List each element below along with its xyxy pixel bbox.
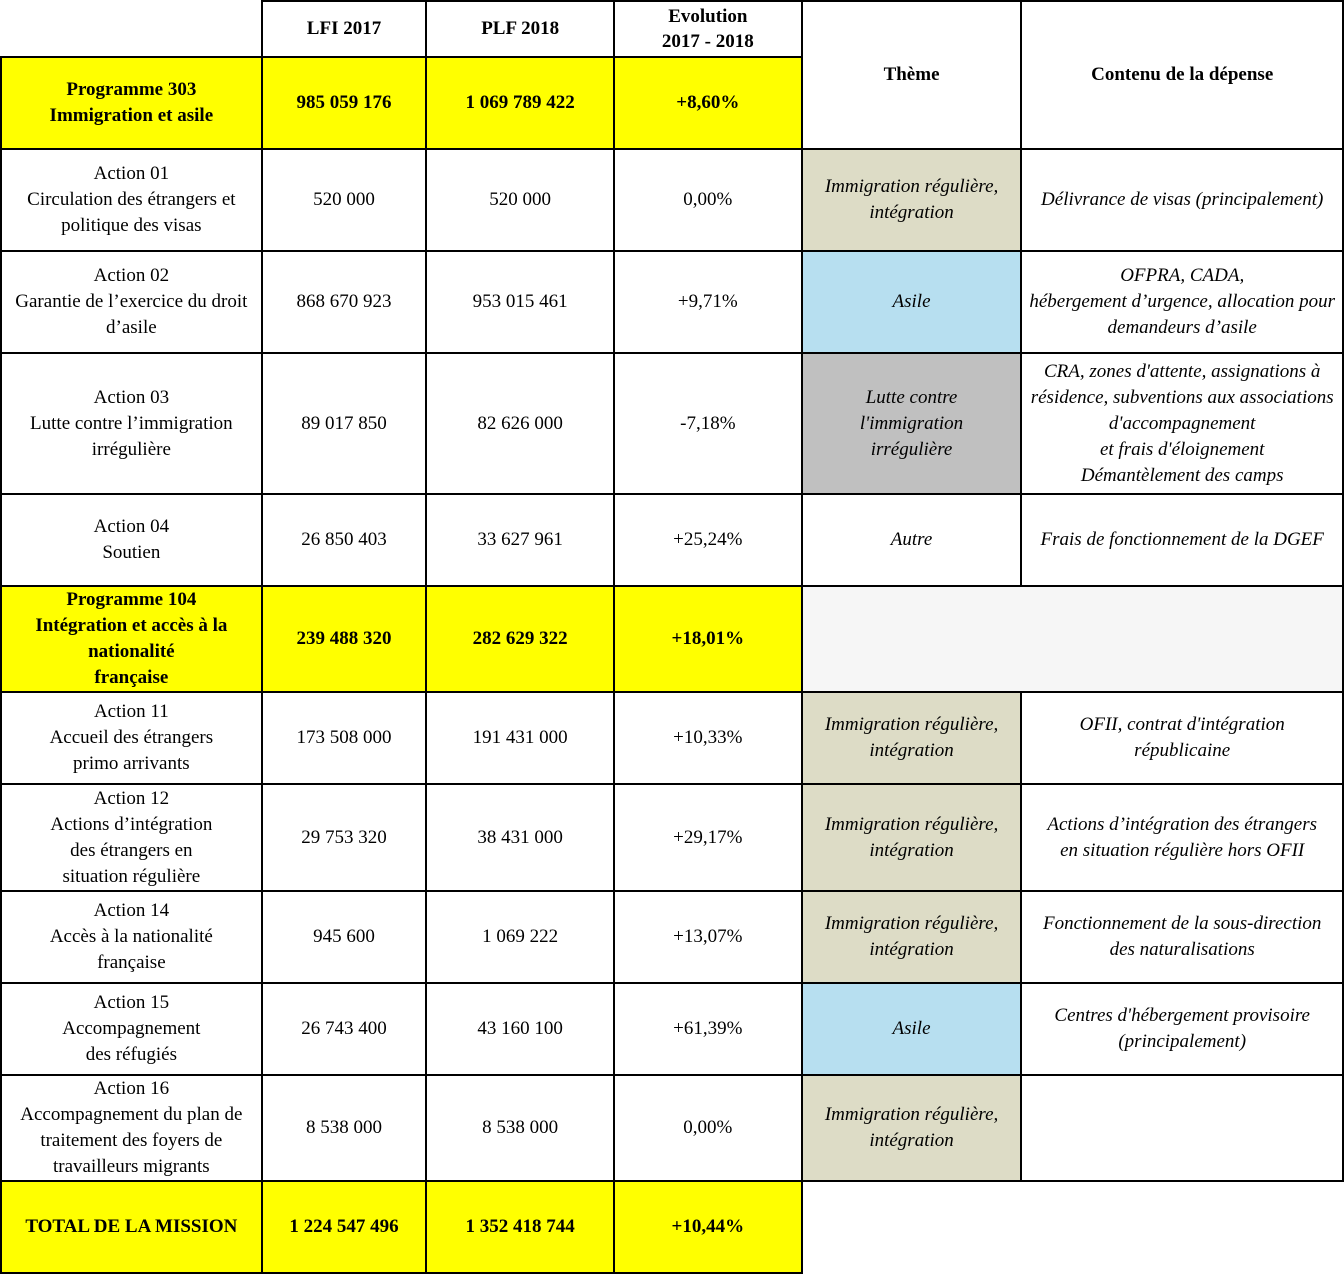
evolution-value: +18,01% — [612, 585, 803, 693]
plf-2018-value: 43 160 100 — [425, 982, 615, 1076]
evolution-value: +13,07% — [612, 890, 803, 984]
lfi-2017-value: 29 753 320 — [260, 783, 428, 892]
header-plf-2018: PLF 2018 — [425, 0, 615, 58]
action-row: Action 02 Garantie de l’exercice du droi… — [0, 250, 1344, 354]
total-row: TOTAL DE LA MISSION 1 224 547 496 1 352 41… — [0, 1180, 1343, 1274]
row-label: Action 04 Soutien — [0, 493, 263, 587]
theme-cell: Lutte contre l'immigration irrégulière — [800, 352, 1023, 495]
contenu-cell: OFII, contrat d'intégration républicaine — [1020, 691, 1344, 785]
action-row: Action 01 Circulation des étrangers et p… — [0, 148, 1344, 252]
action-row: Action 11 Accueil des étrangers primo ar… — [0, 691, 1344, 785]
theme-cell: Asile — [800, 250, 1023, 354]
contenu-cell: CRA, zones d'attente, assignations à rés… — [1020, 352, 1344, 495]
plf-2018-value: 8 538 000 — [425, 1074, 615, 1182]
plf-2018-value: 33 627 961 — [425, 493, 615, 587]
evolution-value: -7,18% — [612, 352, 803, 495]
contenu-cell — [1020, 1074, 1344, 1182]
plf-2018-value: 520 000 — [425, 148, 615, 252]
header-evolution: Evolution 2017 - 2018 — [612, 0, 803, 58]
plf-2018-value: 82 626 000 — [425, 352, 615, 495]
header-contenu: Contenu de la dépense — [1020, 0, 1344, 150]
empty-cell — [800, 585, 1344, 693]
programme-row: Programme 104 Intégration et accès à la … — [0, 585, 1344, 693]
lfi-2017-value: 520 000 — [260, 148, 428, 252]
evolution-value: +8,60% — [612, 56, 803, 150]
lfi-2017-value: 985 059 176 — [260, 56, 428, 150]
lfi-2017-value: 26 850 403 — [260, 493, 428, 587]
lfi-2017-value: 26 743 400 — [260, 982, 428, 1076]
row-label: Action 16 Accompagnement du plan de trai… — [0, 1074, 263, 1182]
lfi-2017-value: 945 600 — [260, 890, 428, 984]
row-label: Action 02 Garantie de l’exercice du droi… — [0, 250, 263, 354]
plf-2018-value: 282 629 322 — [425, 585, 615, 693]
contenu-cell: Fonctionnement de la sous-direction des … — [1020, 890, 1344, 984]
theme-cell: Immigration régulière, intégration — [800, 691, 1023, 785]
row-label: Action 15 Accompagnement des réfugiés — [0, 982, 263, 1076]
contenu-cell: Délivrance de visas (principalement) — [1020, 148, 1344, 252]
theme-cell: Immigration régulière, intégration — [800, 890, 1023, 984]
row-label: Action 11 Accueil des étrangers primo ar… — [0, 691, 263, 785]
evolution-value: +9,71% — [612, 250, 803, 354]
lfi-2017-value: 868 670 923 — [260, 250, 428, 354]
lfi-2017-value: 89 017 850 — [260, 352, 428, 495]
theme-cell: Asile — [800, 982, 1023, 1076]
row-label: Action 12 Actions d’intégration des étra… — [0, 783, 263, 892]
action-row: Action 16 Accompagnement du plan de trai… — [0, 1074, 1344, 1182]
corner-cell — [1, 1, 263, 58]
theme-cell: Immigration régulière, intégration — [800, 148, 1023, 252]
lfi-2017-value: 173 508 000 — [260, 691, 428, 785]
lfi-2017-value: 239 488 320 — [260, 585, 428, 693]
plf-2018-value: 191 431 000 — [425, 691, 615, 785]
contenu-cell: OFPRA, CADA, hébergement d’urgence, allo… — [1020, 250, 1344, 354]
row-label: Action 14 Accès à la nationalité françai… — [0, 890, 263, 984]
lfi-2017-value: 1 224 547 496 — [260, 1180, 428, 1274]
header-theme: Thème — [800, 0, 1023, 150]
row-label: Programme 104 Intégration et accès à la … — [0, 585, 263, 693]
contenu-cell: Actions d’intégration des étrangers en s… — [1020, 783, 1344, 892]
row-label: TOTAL DE LA MISSION — [0, 1180, 263, 1274]
theme-cell: Immigration régulière, intégration — [800, 1074, 1023, 1182]
action-row: Action 14 Accès à la nationalité françai… — [0, 890, 1344, 984]
row-label: Action 03 Lutte contre l’immigration irr… — [0, 352, 263, 495]
theme-cell: Autre — [800, 493, 1023, 587]
evolution-value: +61,39% — [612, 982, 803, 1076]
evolution-value: 0,00% — [612, 1074, 803, 1182]
action-row: Action 15 Accompagnement des réfugiés 26 … — [0, 982, 1344, 1076]
empty-cell — [801, 1180, 1343, 1273]
evolution-value: +10,33% — [612, 691, 803, 785]
row-label: Programme 303 Immigration et asile — [0, 56, 263, 150]
header-row: LFI 2017 PLF 2018 Evolution 2017 - 2018 … — [1, 0, 1344, 150]
action-row: Action 03 Lutte contre l’immigration irr… — [0, 352, 1344, 495]
evolution-value: 0,00% — [612, 148, 803, 252]
contenu-cell: Centres d'hébergement provisoire (princi… — [1020, 982, 1344, 1076]
plf-2018-value: 1 069 222 — [425, 890, 615, 984]
theme-cell: Immigration régulière, intégration — [800, 783, 1023, 892]
header-lfi-2017: LFI 2017 — [260, 0, 428, 58]
plf-2018-value: 1 352 418 744 — [425, 1180, 615, 1274]
plf-2018-value: 38 431 000 — [425, 783, 615, 892]
evolution-value: +29,17% — [612, 783, 803, 892]
plf-2018-value: 1 069 789 422 — [425, 56, 615, 150]
action-row: Action 12 Actions d’intégration des étra… — [0, 783, 1344, 892]
evolution-value: +25,24% — [612, 493, 803, 587]
plf-2018-value: 953 015 461 — [425, 250, 615, 354]
action-row: Action 04 Soutien 26 850 403 33 627 961 +25… — [0, 493, 1344, 587]
contenu-cell: Frais de fonctionnement de la DGEF — [1020, 493, 1344, 587]
lfi-2017-value: 8 538 000 — [260, 1074, 428, 1182]
row-label: Action 01 Circulation des étrangers et p… — [0, 148, 263, 252]
evolution-value: +10,44% — [612, 1180, 803, 1274]
programme-row: Programme 303 Immigration et asile 985 05… — [0, 56, 1343, 150]
